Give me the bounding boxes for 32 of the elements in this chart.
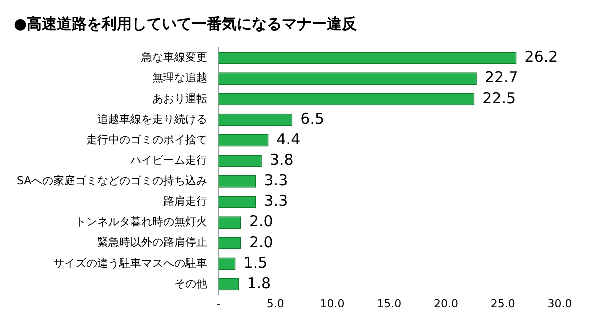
x-tick-label: 20.0 (434, 297, 458, 310)
y-tick-label: トンネルタ暮れ時の無灯火 (76, 216, 208, 229)
data-label: 22.7 (484, 68, 518, 87)
x-tick-label: - (216, 297, 221, 310)
y-tick-label: 走行中のゴミのポイ捨て (86, 133, 208, 146)
data-label: 1.5 (244, 254, 268, 272)
y-tick-label: サイズの違う駐車マスへの駐車 (54, 256, 208, 270)
x-tick-label: 15.0 (377, 297, 402, 310)
chart-title: ●高速道路を利用していて一番気になるマナー違反 (14, 14, 358, 33)
y-tick-label: ハイビーム走行 (130, 154, 208, 167)
x-tick-label: 10.0 (320, 297, 345, 310)
data-label: 4.4 (276, 130, 301, 148)
y-tick-label: SAへの家庭ゴミなどのゴミの持ち込み (16, 174, 208, 188)
y-tick-label: 路肩走行 (164, 195, 208, 208)
x-tick-label: 30.0 (548, 297, 572, 310)
y-tick-label: 緊急時以外の路肩停止 (98, 236, 208, 250)
data-label: 3.3 (264, 172, 288, 190)
data-label: 1.8 (247, 274, 272, 292)
data-label: 3.3 (264, 192, 288, 210)
data-label: 26.2 (524, 48, 558, 66)
x-tick-label: 25.0 (490, 297, 516, 310)
y-tick-label: 無理な追越 (152, 72, 208, 85)
y-tick-label: あおり運転 (152, 92, 208, 106)
data-label: 2.0 (249, 212, 274, 231)
data-label: 6.5 (300, 110, 325, 128)
y-tick-label: 急な車線変更 (140, 51, 208, 64)
x-tick-label: 5.0 (266, 297, 284, 310)
y-tick-label: その他 (174, 277, 208, 290)
y-tick-label: 追越車線を走り続ける (98, 112, 208, 126)
data-label: 22.5 (482, 89, 516, 108)
data-label: 3.8 (270, 151, 294, 170)
data-label: 2.0 (249, 233, 274, 252)
